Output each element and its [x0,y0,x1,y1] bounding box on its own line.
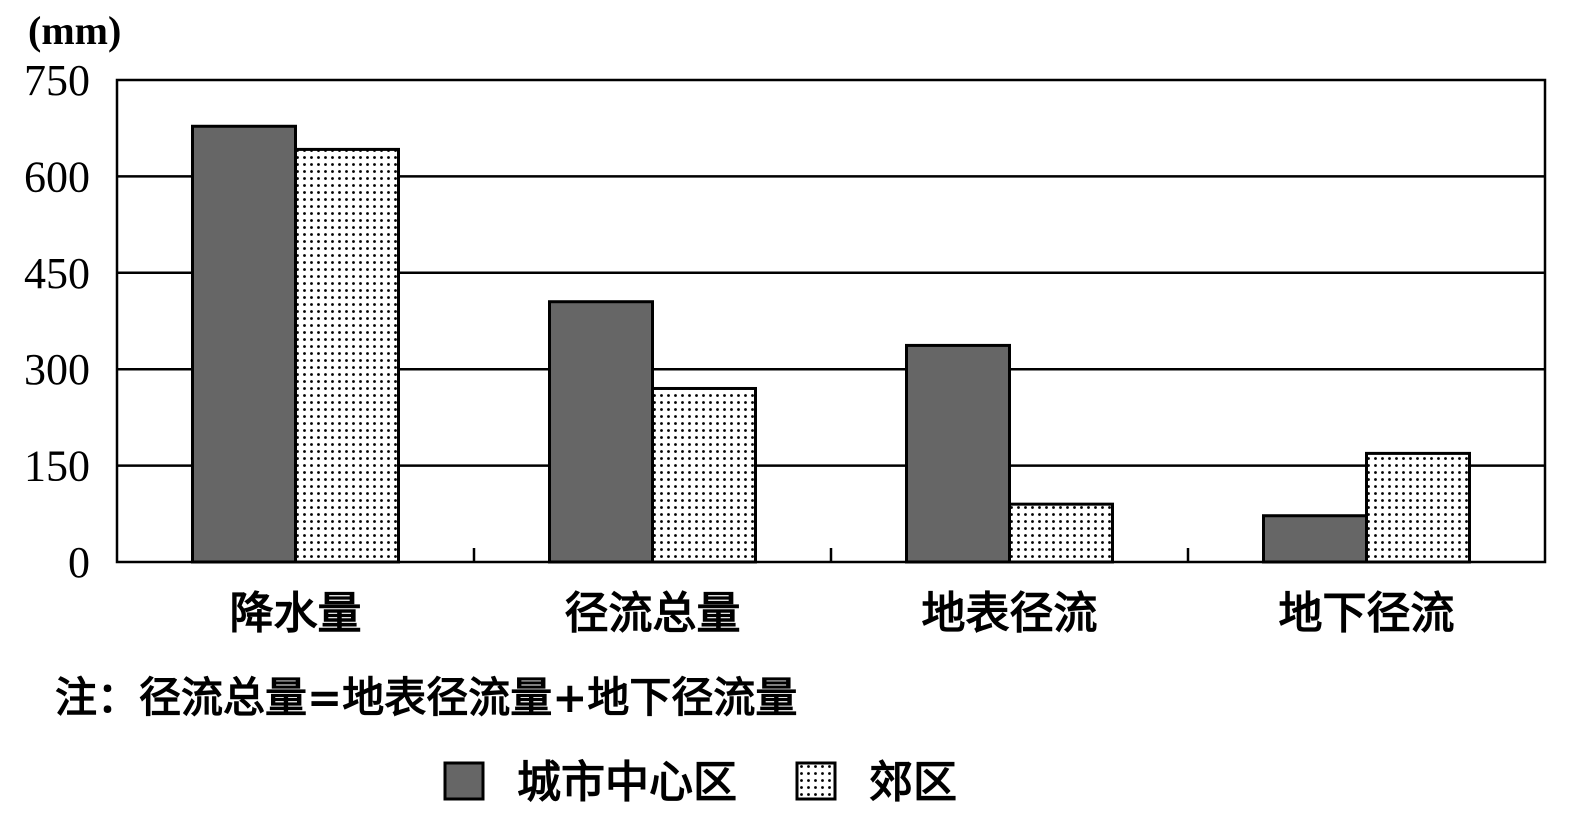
bar [294,147,400,564]
x-tick-marks [472,548,1190,562]
y-tick-labels: 0 150 300 450 600 750 [24,56,90,587]
bar [905,343,1011,564]
category-label: 径流总量 [565,588,741,639]
legend: 城市中心区 郊区 [443,757,957,808]
category-label: 降水量 [230,588,362,639]
chart-note: 注：径流总量=地表径流量+地下径流量 [55,673,797,722]
category-labels: 降水量 径流总量 地表径流 地下径流 [230,588,1455,639]
y-unit-label: (mm) [28,8,121,53]
y-tick-label: 150 [24,442,90,491]
legend-label: 城市中心区 [517,757,737,808]
y-tick-label: 600 [24,152,90,201]
bars [191,124,1471,564]
y-tick-label: 450 [24,249,90,298]
y-tick-label: 300 [24,345,90,394]
legend-label: 郊区 [869,757,957,808]
bar [548,300,654,564]
y-tick-label: 750 [24,56,90,105]
bar [1008,502,1114,564]
bar [191,124,297,564]
bar [1262,514,1368,564]
legend-swatch [795,761,837,801]
category-label: 地下径流 [1279,588,1455,639]
category-label: 地表径流 [922,588,1098,639]
bar [1365,451,1471,564]
bar [651,386,757,564]
y-tick-label: 0 [68,538,90,587]
legend-swatch [443,761,485,801]
